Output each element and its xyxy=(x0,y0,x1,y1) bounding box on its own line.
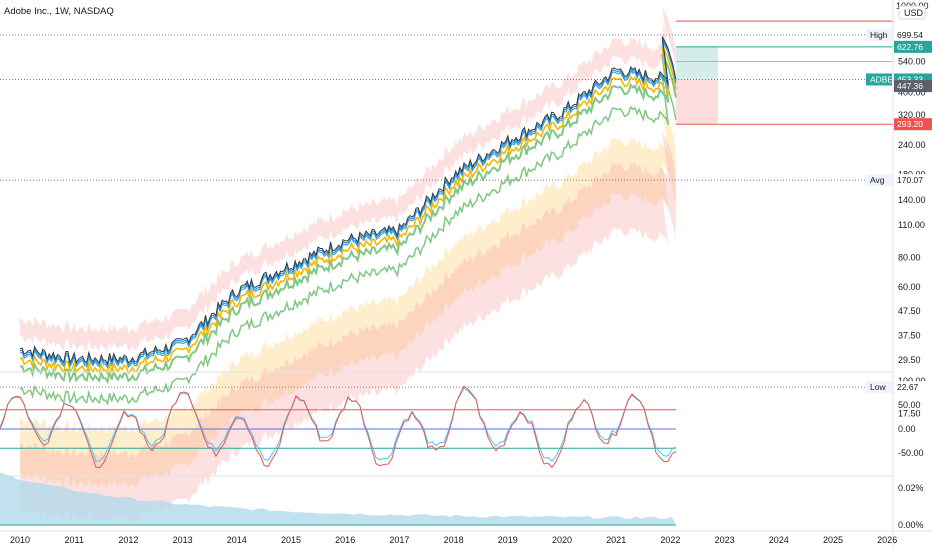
volume-area xyxy=(0,472,676,526)
symbol-tag-label-bg xyxy=(866,73,892,86)
price-tags: 699.54 High 622.76 453.33 ADBE 447.36 293.20 17… xyxy=(866,28,932,394)
symbol-tag-label: ADBE xyxy=(870,74,893,84)
price-tick-label: 29.50 xyxy=(898,355,921,365)
target-zone[interactable] xyxy=(676,46,718,80)
low-tag: 22.67 xyxy=(897,382,919,392)
volume-tick-label: 0.00% xyxy=(898,520,924,530)
high-tag: 699.54 xyxy=(897,30,923,40)
avg-tag-label: Avg xyxy=(870,175,885,185)
stop-tag: 293.20 xyxy=(897,119,923,129)
position-zones xyxy=(676,46,718,125)
volume-fill xyxy=(0,472,676,525)
currency-button[interactable] xyxy=(898,5,926,20)
sma-green-line xyxy=(19,53,677,385)
price-tick-label: 37.50 xyxy=(898,330,921,340)
target-tag-bg xyxy=(894,40,932,53)
time-tick-label: 2021 xyxy=(606,535,626,545)
osc-tick-label: 50.00 xyxy=(898,400,921,410)
price-line xyxy=(19,36,677,366)
price-tick-label: 540.00 xyxy=(898,57,926,67)
price-tick-label: 140.00 xyxy=(898,195,926,205)
oscillator-axis[interactable]: 100.00 50.00 0.00 -50.00 xyxy=(898,376,926,458)
ema-mid-line xyxy=(19,40,677,370)
osc-tick-label: -50.00 xyxy=(898,448,924,458)
secondary-tag: 447.36 xyxy=(897,81,923,91)
price-tick-label: 60.00 xyxy=(898,282,921,292)
chart-title: Adobe Inc., 1W, NASDAQ xyxy=(4,6,114,17)
sma-green-lower-line xyxy=(19,75,677,406)
low-tag-label: Low xyxy=(870,382,886,392)
envelope-bands xyxy=(20,6,676,524)
time-axis[interactable]: 2010 2011 2012 2013 2014 2015 2016 2017 2018 2019… xyxy=(10,535,897,545)
volume-axis[interactable]: 0.02% 0.00% xyxy=(898,483,924,530)
time-tick-label: 2026 xyxy=(877,535,897,545)
price-tick-label: 400.00 xyxy=(898,87,926,97)
time-tick-label: 2017 xyxy=(389,535,409,545)
target-tag: 622.76 xyxy=(897,42,923,52)
time-tick-label: 2024 xyxy=(769,535,789,545)
time-tick-label: 2013 xyxy=(173,535,193,545)
ema-fast-line xyxy=(19,38,677,368)
low-tag-label-bg xyxy=(866,381,892,394)
secondary-tag-bg xyxy=(894,80,932,93)
time-tick-label: 2011 xyxy=(65,535,84,545)
time-tick-label: 2012 xyxy=(118,535,138,545)
price-tick-label: 240.00 xyxy=(898,140,926,150)
time-tick-label: 2022 xyxy=(660,535,680,545)
price-series xyxy=(19,36,677,366)
horizontal-lines xyxy=(0,20,893,388)
high-tag-bg xyxy=(894,28,932,41)
price-tick-label: 17.50 xyxy=(898,409,921,419)
time-tick-label: 2020 xyxy=(552,535,572,545)
high-tag-label: High xyxy=(870,30,888,40)
stochastic-oscillator xyxy=(0,385,677,469)
price-tick-label: 320.00 xyxy=(898,110,926,120)
time-tick-label: 2018 xyxy=(444,535,464,545)
avg-tag-bg xyxy=(894,174,932,187)
high-tag-label-bg xyxy=(866,28,892,41)
time-tick-label: 2025 xyxy=(823,535,843,545)
osc-tick-label: 100.00 xyxy=(898,376,926,386)
avg-tag-label-bg xyxy=(866,174,892,187)
time-tick-label: 2023 xyxy=(715,535,735,545)
osc-signal-line xyxy=(0,387,677,462)
time-tick-label: 2016 xyxy=(335,535,355,545)
time-tick-label: 2010 xyxy=(10,535,30,545)
volume-tick-label: 0.02% xyxy=(898,483,924,493)
lower-band-red xyxy=(20,131,676,524)
stop-tag-bg xyxy=(894,118,932,131)
stop-zone[interactable] xyxy=(676,79,718,125)
symbol-tag: 453.33 xyxy=(897,74,923,84)
time-tick-label: 2014 xyxy=(227,535,247,545)
low-tag-bg xyxy=(894,381,932,394)
currency-label: USD xyxy=(904,8,924,18)
time-tick-label: 2019 xyxy=(498,535,518,545)
lower-band-yellow xyxy=(20,106,676,489)
price-tick-label: 110.00 xyxy=(898,220,925,230)
time-tick-label: 2015 xyxy=(281,535,301,545)
avg-tag: 170.07 xyxy=(897,175,923,185)
osc-tick-label: 0.00 xyxy=(898,424,916,434)
price-tick-label: 80.00 xyxy=(898,253,921,263)
price-tick-label: 47.50 xyxy=(898,306,921,316)
osc-main-line xyxy=(0,385,677,469)
